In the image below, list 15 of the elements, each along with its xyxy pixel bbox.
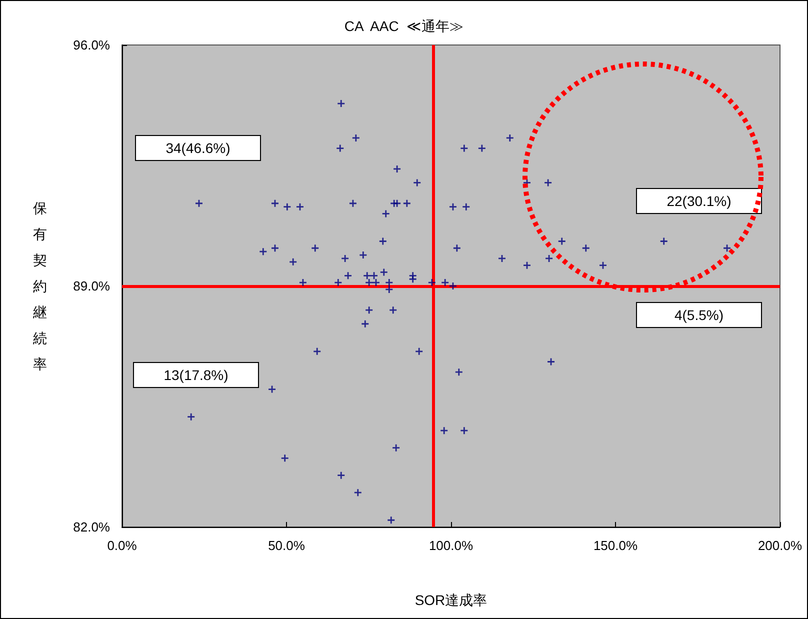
x-axis-title: SOR達成率 xyxy=(414,592,488,608)
text-box: 34(46.6%) xyxy=(135,135,261,161)
x-tick-label: 100.0% xyxy=(428,538,474,553)
x-tick-label: 150.0% xyxy=(593,538,638,553)
x-tick-label: 200.0% xyxy=(758,538,802,553)
y-tick-label: 82.0% xyxy=(73,520,110,534)
y-tick-label: 89.0% xyxy=(73,278,110,294)
text-box: 13(17.8%) xyxy=(133,362,259,388)
chart-title: CA AAC ≪通年≫ xyxy=(344,18,464,34)
x-tick-label: 50.0% xyxy=(268,538,306,553)
x-tick-label: 0.0% xyxy=(107,538,138,553)
text-box: 22(30.1%) xyxy=(636,188,762,214)
y-axis-title: 保有契約継続率 xyxy=(32,200,47,372)
text-box: 4(5.5%) xyxy=(636,302,762,328)
y-tick-label: 96.0% xyxy=(73,38,110,52)
